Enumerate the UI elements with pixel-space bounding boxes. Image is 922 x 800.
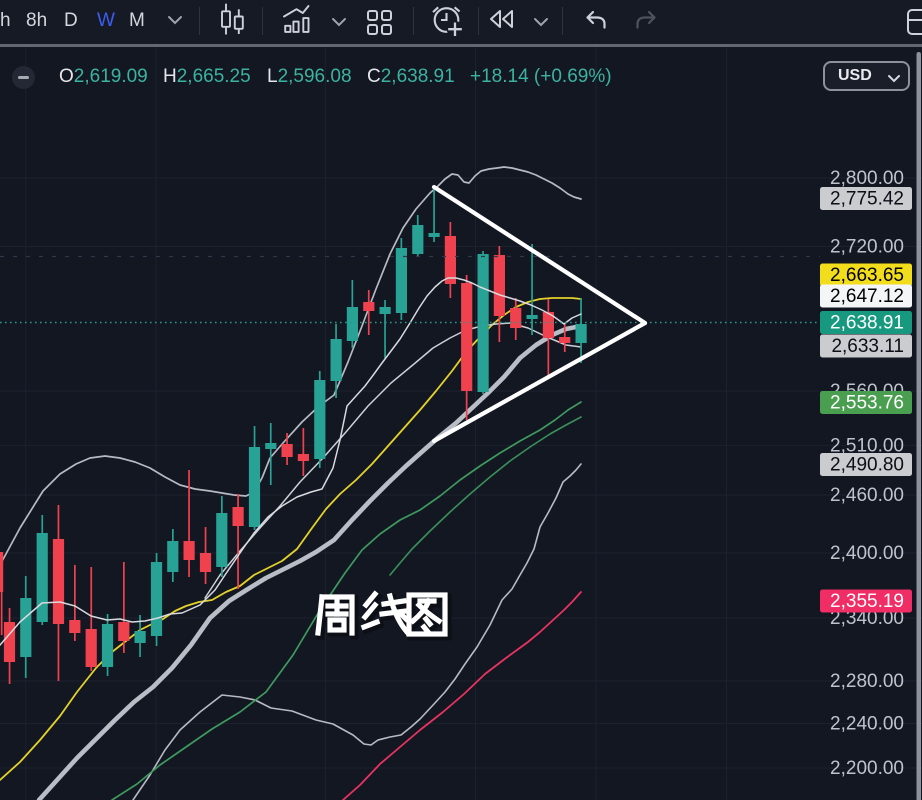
svg-text:2,633.11: 2,633.11 xyxy=(831,336,904,357)
svg-text:2,460.00: 2,460.00 xyxy=(830,485,904,506)
svg-text:2,720.00: 2,720.00 xyxy=(830,237,904,258)
svg-text:2,775.42: 2,775.42 xyxy=(830,189,904,210)
svg-text:2,638.91: 2,638.91 xyxy=(830,313,904,334)
svg-text:2,340.00: 2,340.00 xyxy=(830,608,904,629)
svg-text:2,200.00: 2,200.00 xyxy=(830,758,904,779)
svg-text:2,553.76: 2,553.76 xyxy=(830,393,904,414)
svg-text:2,663.65: 2,663.65 xyxy=(830,265,904,286)
svg-text:2,510.00: 2,510.00 xyxy=(830,435,904,456)
svg-text:2,490.80: 2,490.80 xyxy=(830,455,904,476)
svg-text:2,647.12: 2,647.12 xyxy=(830,286,904,307)
svg-text:2,280.00: 2,280.00 xyxy=(830,671,904,692)
svg-text:2,800.00: 2,800.00 xyxy=(830,168,904,189)
svg-text:2,400.00: 2,400.00 xyxy=(830,543,904,564)
svg-text:2,355.19: 2,355.19 xyxy=(830,591,904,612)
svg-text:2,240.00: 2,240.00 xyxy=(830,714,904,735)
